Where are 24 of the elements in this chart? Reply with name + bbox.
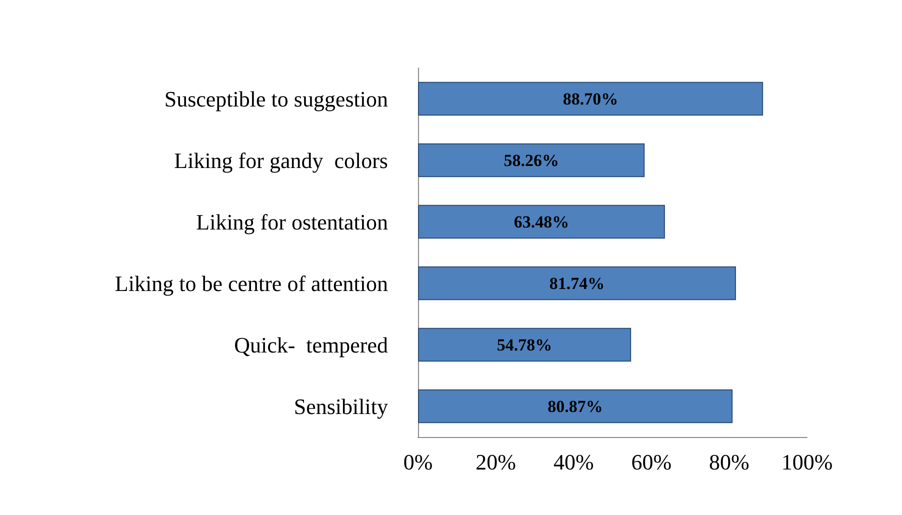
y-tick-label: Liking for ostentation (196, 209, 388, 234)
y-tick-label: Susceptible to suggestion (164, 86, 388, 112)
data-label: 54.78% (496, 335, 552, 354)
data-label: 81.74% (549, 274, 605, 293)
x-tick-label: 0% (403, 450, 433, 474)
data-label: 63.48% (514, 212, 570, 232)
bar (418, 143, 645, 178)
bar (418, 204, 665, 239)
data-label: 58.26% (504, 150, 559, 170)
bar (418, 389, 733, 424)
y-tick-label: Liking to be centre of attention (114, 270, 388, 296)
x-tick-label: 100% (781, 450, 833, 474)
data-label: 80.87% (548, 396, 603, 416)
x-tick-label: 60% (631, 450, 672, 474)
x-tick-label: 20% (476, 450, 516, 474)
x-tick-label: 40% (553, 450, 594, 474)
y-tick-label: Sensibility (294, 394, 388, 419)
data-label: 88.70% (562, 89, 618, 108)
bar (418, 266, 736, 300)
bar (418, 328, 632, 362)
y-tick-label: Quick- tempered (234, 332, 388, 358)
y-tick-label: Liking for gandy colors (174, 148, 388, 173)
bar (418, 82, 764, 116)
x-tick-label: 80% (709, 450, 750, 474)
